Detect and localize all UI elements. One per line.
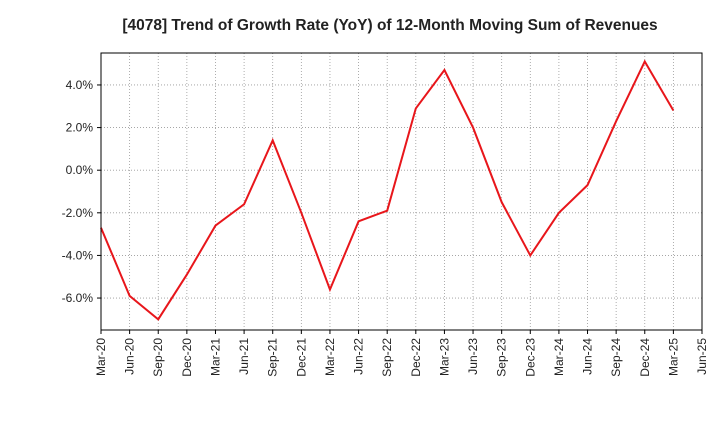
x-tick-label: Jun-22 (352, 338, 366, 375)
chart-title: [4078] Trend of Growth Rate (YoY) of 12-… (122, 17, 657, 34)
x-tick-label: Jun-25 (695, 338, 709, 375)
y-tick-label: -4.0% (62, 248, 94, 262)
x-tick-label: Sep-23 (495, 338, 509, 377)
plot-area (101, 53, 702, 330)
x-tick-label: Mar-20 (94, 338, 108, 376)
x-tick-label: Dec-21 (294, 338, 308, 377)
y-tick-label: -2.0% (62, 206, 94, 220)
x-tick-label: Mar-23 (437, 338, 451, 376)
grid-lines (101, 53, 702, 330)
x-tick-label: Sep-22 (380, 338, 394, 377)
y-tick-label: 4.0% (66, 78, 94, 92)
x-tick-label: Mar-25 (666, 338, 680, 376)
x-tick-label: Dec-20 (180, 338, 194, 377)
x-tick-label: Sep-20 (151, 338, 165, 377)
x-tick-label: Dec-23 (523, 338, 537, 377)
y-tick-label: -6.0% (62, 291, 94, 305)
x-tick-label: Mar-24 (552, 338, 566, 376)
plot-border (100, 52, 703, 331)
x-axis: Mar-20 Jun-20 Sep-20 Dec-20 Mar-21 Jun-21 Sep-… (94, 330, 709, 377)
x-tick-label: Jun-20 (123, 338, 137, 375)
x-tick-label: Jun-21 (237, 338, 251, 375)
y-axis: 4.0% 2.0% 0.0% -2.0% -4.0% -6.0% (62, 78, 101, 305)
x-tick-label: Sep-21 (266, 338, 280, 377)
y-tick-label: 2.0% (66, 121, 94, 135)
x-tick-label: Jun-23 (466, 338, 480, 375)
x-tick-label: Dec-24 (638, 338, 652, 377)
x-tick-label: Sep-24 (609, 338, 623, 377)
x-tick-label: Mar-22 (323, 338, 337, 376)
x-tick-label: Mar-21 (208, 338, 222, 376)
x-tick-label: Dec-22 (409, 338, 423, 377)
y-tick-label: 0.0% (66, 163, 94, 177)
x-tick-label: Jun-24 (581, 338, 595, 375)
